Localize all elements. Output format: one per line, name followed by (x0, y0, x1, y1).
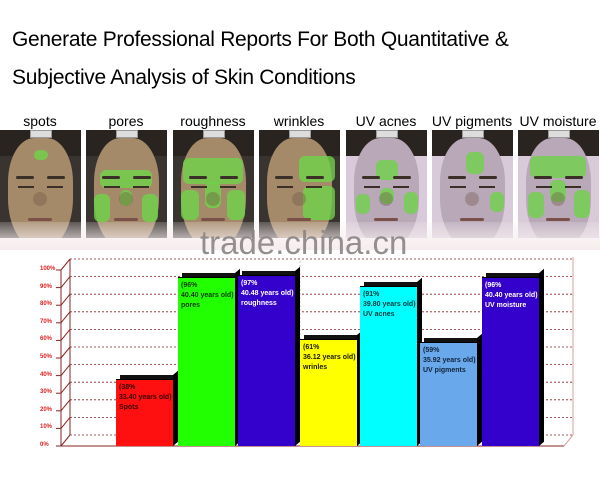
y-tick-label: 70% (40, 318, 53, 325)
watermark: trade.china.cn (200, 224, 408, 261)
image-fade-overlay (0, 222, 600, 250)
bar-uv-pigments: (59% 35.92 years old) UV pigments (420, 333, 482, 446)
face-label-uv-moisture: UV moisture (519, 113, 597, 129)
face-label-uv-acnes: UV acnes (355, 113, 417, 129)
bar-data-label: (61% 36.12 years old) wrinles (303, 343, 356, 371)
y-tick-label: 40% (40, 371, 53, 378)
bar-data-label: (97% 40.48 years old) roughness (241, 280, 294, 308)
skin-analysis-bar-chart: 0% 10% 20% 30% 40% 50% 60% 70% 80% 90% 100% (38% 33… (0, 250, 600, 501)
y-tick-label: 60% (40, 336, 53, 343)
face-label-spots: spots (23, 113, 57, 129)
face-scan-image-uv-pigments (432, 130, 513, 238)
bar-data-label: (96% 40.40 years old) UV moisture (485, 282, 538, 310)
bar-spots: (38% 33.40 years old) Spots (116, 370, 178, 446)
face-scan-image-spots (0, 130, 81, 238)
face-label-uv-pigments: UV pigments (431, 113, 513, 129)
face-label-wrinkles: wrinkles (273, 113, 325, 129)
y-tick-label: 20% (40, 406, 53, 413)
y-tick-label: 90% (40, 283, 53, 290)
bar-data-label: (59% 35.92 years old) UV pigments (423, 347, 476, 375)
face-scan-image-roughness (173, 130, 254, 238)
bar-data-label: (96% 40.40 years old) pores (181, 282, 234, 310)
bar-wrinkles: (61% 36.12 years old) wrinles (300, 330, 362, 446)
y-tick-label: 30% (40, 389, 53, 396)
y-tick-label: 10% (40, 424, 53, 431)
bar-roughness: (97% 40.48 years old) roughness (238, 267, 300, 446)
y-tick-label: 0% (40, 442, 49, 448)
chart-grid (56, 257, 574, 447)
y-tick-label: 100% (40, 266, 56, 272)
face-scan-image-uv-moisture (518, 130, 599, 238)
y-tick-label: 80% (40, 301, 53, 308)
page-title-line-1: Generate Professional Reports For Both Q… (12, 28, 509, 51)
page-title-line-2: Subjective Analysis of Skin Conditions (12, 66, 356, 89)
bar-uv-acnes: (91% 39.80 years old) UV acnes (360, 277, 422, 446)
face-label-roughness: roughness (180, 113, 246, 129)
y-tick-label: 50% (40, 354, 53, 360)
bar-uv-moisture: (96% 40.40 years old) UV moisture (482, 268, 544, 446)
bar-data-label: (38% 33.40 years old) Spots (119, 384, 172, 412)
bar-pores: (96% 40.40 years old) pores (178, 268, 240, 446)
face-scan-image-uv-acnes (346, 130, 427, 238)
face-scan-image-pores (86, 130, 167, 238)
face-scan-image-wrinkles (259, 130, 340, 238)
face-label-pores: pores (108, 113, 144, 129)
bar-data-label: (91% 39.80 years old) UV acnes (363, 290, 416, 318)
